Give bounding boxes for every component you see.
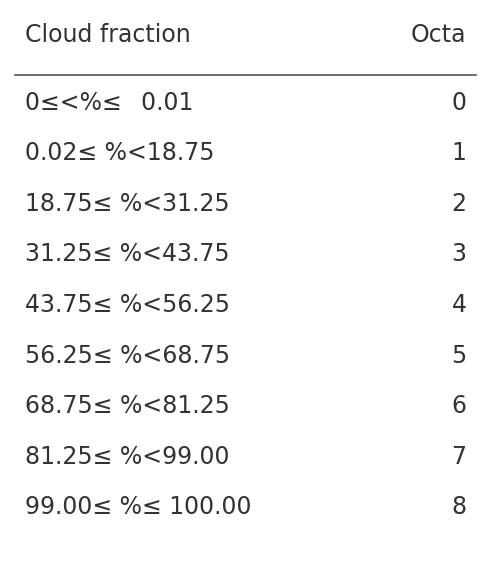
Text: 5: 5 xyxy=(451,344,466,367)
Text: 8: 8 xyxy=(451,496,466,519)
Text: 0≤<%≤  0.01: 0≤<%≤ 0.01 xyxy=(25,91,193,114)
Text: 56.25≤ %<68.75: 56.25≤ %<68.75 xyxy=(25,344,230,367)
Text: 0.02≤ %<18.75: 0.02≤ %<18.75 xyxy=(25,141,214,165)
Text: 81.25≤ %<99.00: 81.25≤ %<99.00 xyxy=(25,445,229,469)
Text: 3: 3 xyxy=(451,243,466,266)
Text: Cloud fraction: Cloud fraction xyxy=(25,23,191,47)
Text: 1: 1 xyxy=(452,141,466,165)
Text: 43.75≤ %<56.25: 43.75≤ %<56.25 xyxy=(25,293,230,317)
Text: 68.75≤ %<81.25: 68.75≤ %<81.25 xyxy=(25,394,229,418)
Text: 2: 2 xyxy=(451,192,466,216)
Text: 31.25≤ %<43.75: 31.25≤ %<43.75 xyxy=(25,243,229,266)
Text: 99.00≤ %≤ 100.00: 99.00≤ %≤ 100.00 xyxy=(25,496,251,519)
Text: 18.75≤ %<31.25: 18.75≤ %<31.25 xyxy=(25,192,229,216)
Text: 0: 0 xyxy=(451,91,466,114)
Text: 7: 7 xyxy=(451,445,466,469)
Text: 4: 4 xyxy=(451,293,466,317)
Text: Octa: Octa xyxy=(411,23,466,47)
Text: 6: 6 xyxy=(451,394,466,418)
